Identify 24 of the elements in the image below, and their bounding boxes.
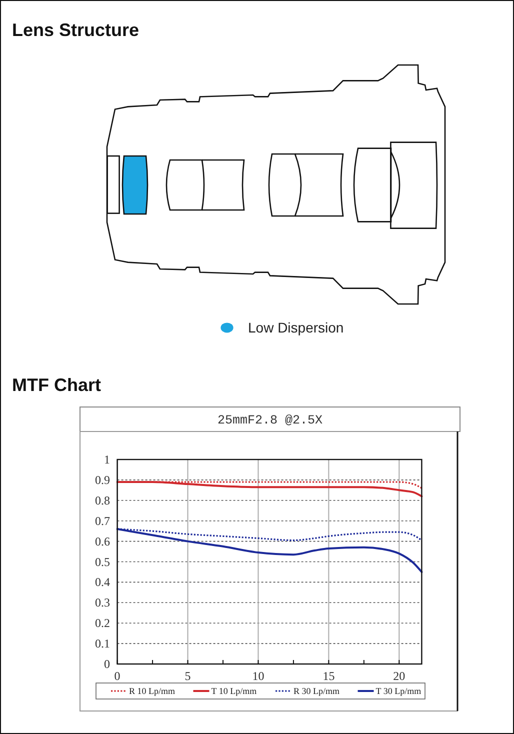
y-tick-label: 0.3 bbox=[95, 596, 110, 610]
y-tick-label: 0.9 bbox=[95, 472, 110, 487]
chart-title: MTF Chart bbox=[12, 375, 101, 395]
chart-subtitle: 25mmF2.8 @2.5X bbox=[217, 414, 323, 428]
text: Low Dispersion bbox=[248, 320, 344, 336]
y-tick-label: 0.2 bbox=[95, 616, 110, 630]
x-tick-label: 20 bbox=[393, 669, 406, 683]
y-tick-label: 0.5 bbox=[95, 554, 110, 569]
x-tick-label: 15 bbox=[322, 669, 335, 683]
y-tick-label: 0.6 bbox=[95, 534, 110, 548]
y-tick-label: 0 bbox=[104, 657, 110, 671]
legend-label: R 10 Lp/mm bbox=[129, 686, 176, 696]
y-tick-label: 0.7 bbox=[95, 514, 110, 528]
text: Lens Structure bbox=[12, 20, 140, 40]
legend-label: R 30 Lp/mm bbox=[294, 686, 340, 696]
y-tick-label: 0.4 bbox=[95, 575, 110, 590]
x-tick-label: 5 bbox=[184, 669, 191, 683]
legend-label: T 30 Lp/mm bbox=[376, 686, 422, 696]
y-tick-label: 1 bbox=[104, 452, 110, 466]
legend-label: T 10 Lp/mm bbox=[211, 686, 257, 696]
x-tick-label: 0 bbox=[114, 669, 120, 683]
y-tick-label: 0.8 bbox=[95, 493, 110, 508]
y-tick-label: 0.1 bbox=[95, 636, 110, 651]
x-tick-label: 10 bbox=[252, 669, 264, 683]
